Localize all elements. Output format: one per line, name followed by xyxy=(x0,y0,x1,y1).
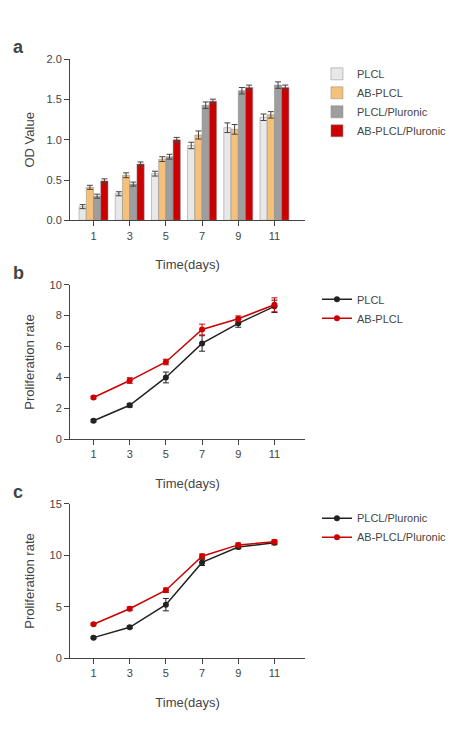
svg-text:7: 7 xyxy=(199,667,205,679)
svg-text:OD Value: OD Value xyxy=(22,112,37,167)
svg-text:3: 3 xyxy=(127,448,133,460)
svg-text:9: 9 xyxy=(235,667,241,679)
svg-text:10: 10 xyxy=(50,279,62,291)
svg-text:0: 0 xyxy=(56,652,62,664)
svg-text:Time(days): Time(days) xyxy=(155,476,220,491)
svg-text:5: 5 xyxy=(163,448,169,460)
svg-text:b: b xyxy=(13,263,24,283)
svg-text:PLCL/Pluronic: PLCL/Pluronic xyxy=(357,106,428,118)
svg-text:a: a xyxy=(13,37,24,57)
svg-text:11: 11 xyxy=(269,230,280,242)
svg-text:5: 5 xyxy=(163,230,169,242)
svg-text:11: 11 xyxy=(269,448,280,460)
svg-text:1.5: 1.5 xyxy=(47,93,62,105)
svg-text:15: 15 xyxy=(50,498,62,510)
svg-text:PLCL: PLCL xyxy=(357,68,385,80)
svg-text:11: 11 xyxy=(269,667,280,679)
svg-text:Time(days): Time(days) xyxy=(155,257,220,272)
svg-text:AB-PLCL/Pluronic: AB-PLCL/Pluronic xyxy=(357,531,446,543)
svg-text:1: 1 xyxy=(90,230,96,242)
svg-text:AB-PLCL: AB-PLCL xyxy=(357,313,403,325)
svg-text:PLCL: PLCL xyxy=(357,294,385,306)
svg-text:6: 6 xyxy=(56,340,62,352)
svg-text:7: 7 xyxy=(199,448,205,460)
svg-text:3: 3 xyxy=(127,667,133,679)
svg-text:5: 5 xyxy=(163,667,169,679)
svg-text:Time(days): Time(days) xyxy=(155,695,220,710)
svg-text:9: 9 xyxy=(235,448,241,460)
svg-text:5: 5 xyxy=(56,601,62,613)
svg-text:3: 3 xyxy=(127,230,133,242)
svg-text:AB-PLCL/Pluronic: AB-PLCL/Pluronic xyxy=(357,125,446,137)
svg-text:c: c xyxy=(13,482,23,502)
svg-text:Proliferation rate: Proliferation rate xyxy=(22,314,37,409)
svg-text:0.5: 0.5 xyxy=(47,174,62,186)
svg-text:7: 7 xyxy=(199,230,205,242)
svg-text:8: 8 xyxy=(56,309,62,321)
svg-text:10: 10 xyxy=(50,549,62,561)
svg-text:Proliferation rate: Proliferation rate xyxy=(22,533,37,628)
svg-text:PLCL/Pluronic: PLCL/Pluronic xyxy=(357,512,428,524)
svg-text:4: 4 xyxy=(56,371,62,383)
svg-text:1: 1 xyxy=(90,667,96,679)
svg-text:1.0: 1.0 xyxy=(47,134,62,146)
svg-text:2.0: 2.0 xyxy=(47,53,62,65)
svg-text:AB-PLCL: AB-PLCL xyxy=(357,87,403,99)
svg-text:2: 2 xyxy=(56,402,62,414)
svg-text:9: 9 xyxy=(235,230,241,242)
svg-text:1: 1 xyxy=(90,448,96,460)
svg-text:0: 0 xyxy=(56,433,62,445)
svg-text:0.0: 0.0 xyxy=(47,214,62,226)
